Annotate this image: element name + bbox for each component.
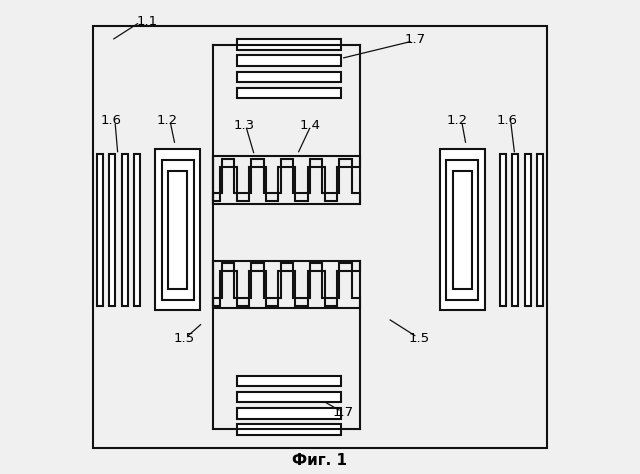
Bar (156, 149, 200, 310)
Text: 1.2: 1.2 (447, 114, 468, 128)
Text: 1.7: 1.7 (332, 406, 353, 419)
Bar (237, 39, 341, 50)
Bar (440, 149, 484, 310)
Bar (512, 154, 518, 306)
Bar (109, 154, 115, 306)
Bar (237, 424, 341, 435)
Text: 1.6: 1.6 (497, 114, 518, 128)
Bar (237, 55, 341, 66)
Bar (525, 154, 531, 306)
Bar (500, 154, 506, 306)
Text: Фиг. 1: Фиг. 1 (292, 453, 348, 468)
Text: 1.5: 1.5 (409, 332, 430, 346)
Bar (237, 376, 341, 386)
Bar (537, 154, 543, 306)
Bar (452, 171, 472, 289)
Bar (237, 392, 341, 402)
Bar (168, 171, 188, 289)
Bar (162, 160, 194, 300)
Text: 1.3: 1.3 (234, 118, 255, 132)
Text: 1.2: 1.2 (157, 114, 178, 128)
Text: 1.6: 1.6 (101, 114, 122, 128)
Text: 1.1: 1.1 (136, 15, 157, 28)
Text: 1.4: 1.4 (300, 118, 321, 132)
Bar (93, 26, 547, 448)
Bar (446, 160, 478, 300)
Bar (237, 88, 341, 98)
Text: 1.7: 1.7 (404, 33, 426, 46)
Bar (237, 72, 341, 82)
Bar (237, 408, 341, 419)
Text: 1.5: 1.5 (173, 332, 195, 346)
Bar (134, 154, 140, 306)
Bar (122, 154, 128, 306)
Bar (97, 154, 103, 306)
